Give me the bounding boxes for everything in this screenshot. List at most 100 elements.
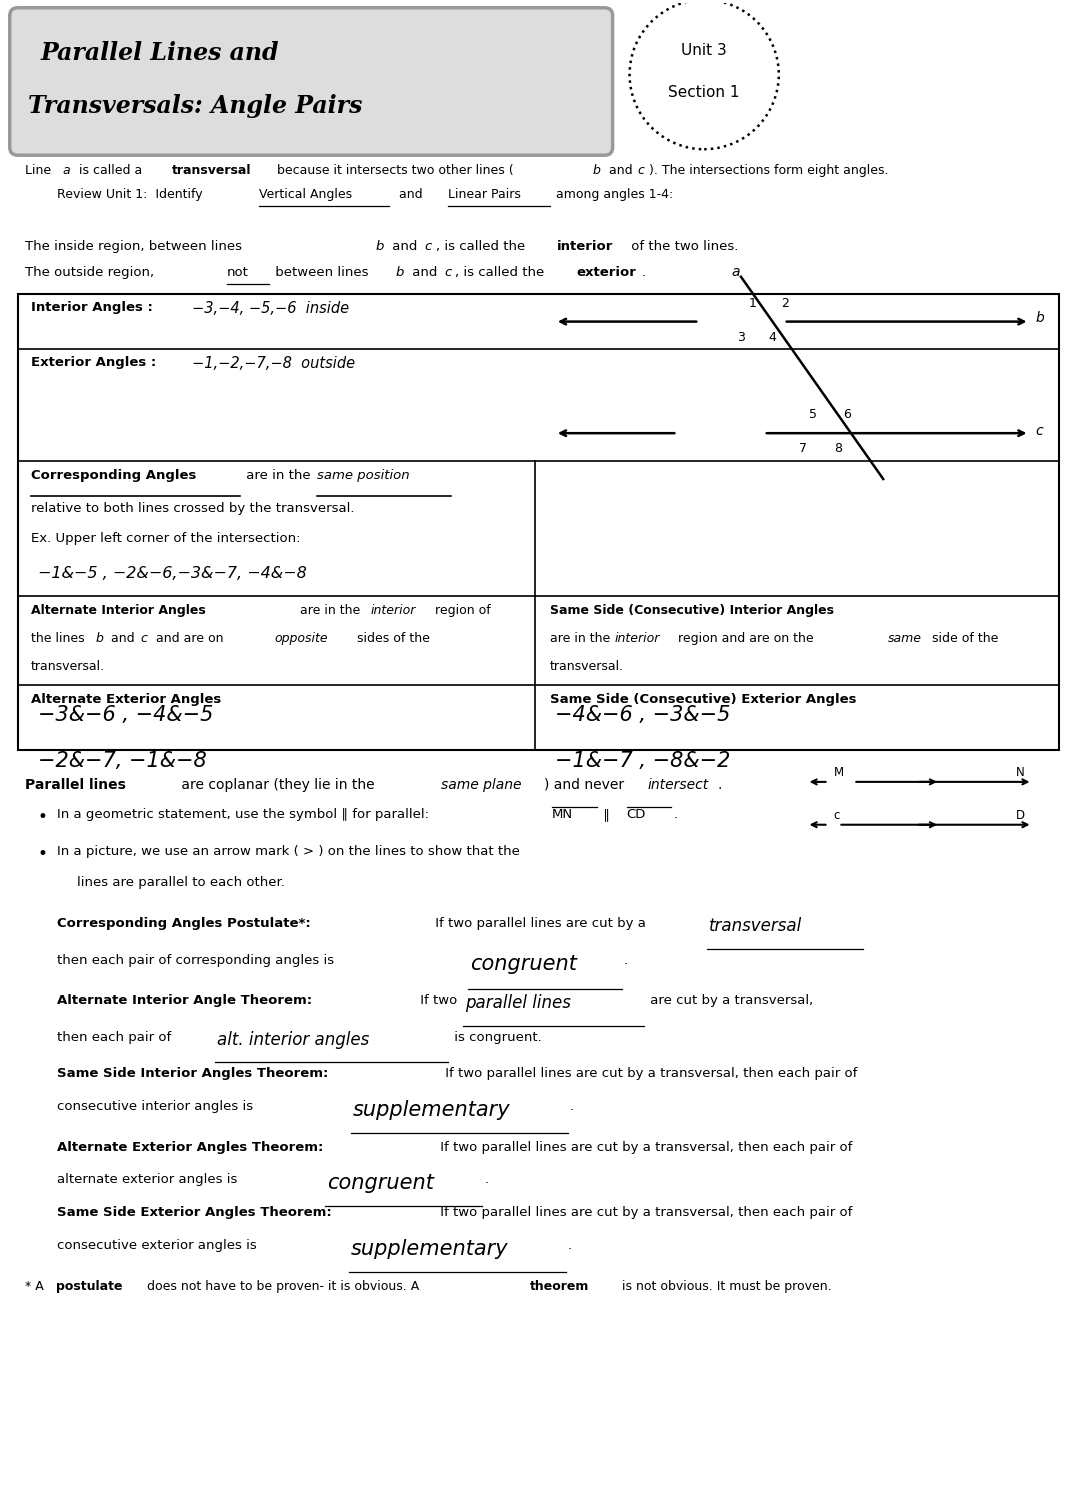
Text: 4: 4 [769,332,777,344]
Text: consecutive exterior angles is: consecutive exterior angles is [57,1239,261,1252]
Text: 6: 6 [843,408,851,420]
Text: * A: * A [25,1280,48,1293]
Text: relative to both lines crossed by the transversal.: relative to both lines crossed by the tr… [30,503,354,515]
Text: b: b [1036,310,1044,324]
Text: then each pair of corresponding angles is: then each pair of corresponding angles i… [57,954,339,968]
Text: opposite: opposite [274,633,328,645]
Text: not: not [227,266,248,279]
Text: is called a: is called a [76,164,147,177]
Text: Exterior Angles :: Exterior Angles : [30,357,161,369]
Text: Interior Angles :: Interior Angles : [30,300,157,313]
Text: interior: interior [615,633,660,645]
Text: are coplanar (they lie in the: are coplanar (they lie in the [177,778,379,792]
Text: Same Side Exterior Angles Theorem:: Same Side Exterior Angles Theorem: [57,1206,333,1219]
Text: 2: 2 [781,297,788,310]
Text: .: . [568,1239,572,1252]
Text: Transversals: Angle Pairs: Transversals: Angle Pairs [28,94,362,118]
Text: Alternate Exterior Angles: Alternate Exterior Angles [30,693,221,706]
Text: −3,−4, −5,−6  inside: −3,−4, −5,−6 inside [192,300,349,315]
Text: ). The intersections form eight angles.: ). The intersections form eight angles. [649,164,889,177]
Text: Same Side (Consecutive) Exterior Angles: Same Side (Consecutive) Exterior Angles [550,693,856,706]
Text: In a geometric statement, use the symbol ∥ for parallel:: In a geometric statement, use the symbol… [57,808,434,820]
Text: •: • [38,844,48,862]
Text: In a picture, we use an arrow mark ( > ) on the lines to show that the: In a picture, we use an arrow mark ( > )… [57,844,521,858]
Text: 5: 5 [809,408,816,420]
Text: c: c [445,266,451,279]
Text: are in the: are in the [296,603,365,616]
Text: −3&−6 , −4&−5: −3&−6 , −4&−5 [38,705,213,724]
Text: Alternate Exterior Angles Theorem:: Alternate Exterior Angles Theorem: [57,1140,324,1154]
Text: Corresponding Angles: Corresponding Angles [30,470,195,482]
Text: exterior: exterior [577,266,637,279]
Text: Same Side Interior Angles Theorem:: Same Side Interior Angles Theorem: [57,1066,329,1080]
Text: and: and [605,164,636,177]
Text: then each pair of: then each pair of [57,1030,176,1044]
Text: is not obvious. It must be proven.: is not obvious. It must be proven. [618,1280,832,1293]
Text: consecutive interior angles is: consecutive interior angles is [57,1100,258,1113]
Text: b: b [376,240,384,254]
Text: transversal.: transversal. [550,660,624,674]
Text: −1,−2,−7,−8  outside: −1,−2,−7,−8 outside [192,357,355,372]
Text: Alternate Interior Angle Theorem:: Alternate Interior Angle Theorem: [57,994,312,1006]
Text: sides of the: sides of the [353,633,430,645]
Text: supplementary: supplementary [351,1239,509,1258]
Text: Same Side (Consecutive) Interior Angles: Same Side (Consecutive) Interior Angles [550,603,834,616]
Text: interior: interior [370,603,416,616]
Text: and: and [107,633,139,645]
Text: 1: 1 [748,297,757,310]
Text: of the two lines.: of the two lines. [626,240,738,254]
Text: D: D [1015,810,1025,822]
Text: congruent: congruent [471,954,577,974]
Text: among angles 1-4:: among angles 1-4: [552,188,673,201]
Text: same position: same position [318,470,409,482]
Text: CD: CD [626,808,646,820]
Text: region and are on the: region and are on the [674,633,818,645]
Text: b: b [395,266,404,279]
Text: Section 1: Section 1 [669,86,740,100]
Text: c: c [834,810,840,822]
Text: region of: region of [431,603,490,616]
Text: •: • [38,808,48,826]
Text: .: . [484,1173,488,1186]
Text: N: N [1015,766,1024,780]
Text: If two: If two [416,994,461,1006]
Text: between lines: between lines [271,266,373,279]
Text: Vertical Angles: Vertical Angles [259,188,352,201]
Text: 8: 8 [835,441,842,454]
Text: supplementary: supplementary [353,1100,511,1119]
Text: −1&−7 , −8&−2: −1&−7 , −8&−2 [555,752,730,771]
Text: , is called the: , is called the [435,240,529,254]
Text: The outside region,: The outside region, [25,266,158,279]
Text: transversal: transversal [710,918,802,936]
Text: are in the: are in the [550,633,615,645]
Text: transversal.: transversal. [30,660,105,674]
Text: Review Unit 1:  Identify: Review Unit 1: Identify [57,188,207,201]
Text: −4&−6 , −3&−5: −4&−6 , −3&−5 [555,705,730,724]
Text: the lines: the lines [30,633,89,645]
Circle shape [630,0,779,148]
Text: same plane: same plane [441,778,521,792]
Text: .: . [642,266,646,279]
Text: Alternate Interior Angles: Alternate Interior Angles [30,603,205,616]
Text: and are on: and are on [152,633,228,645]
Text: c: c [1036,424,1043,438]
Text: are cut by a transversal,: are cut by a transversal, [647,994,813,1006]
Text: alternate exterior angles is: alternate exterior angles is [57,1173,242,1186]
Text: The inside region, between lines: The inside region, between lines [25,240,246,254]
Text: b: b [593,164,600,177]
Text: Ex. Upper left corner of the intersection:: Ex. Upper left corner of the intersectio… [30,532,300,544]
Text: M: M [834,766,843,780]
Text: c: c [140,633,147,645]
Text: −1&−5 , −2&−6,−3&−7, −4&−8: −1&−5 , −2&−6,−3&−7, −4&−8 [38,566,307,580]
Text: postulate: postulate [55,1280,122,1293]
Text: and: and [407,266,442,279]
Text: If two parallel lines are cut by a transversal, then each pair of: If two parallel lines are cut by a trans… [435,1206,852,1219]
Text: If two parallel lines are cut by a transversal, then each pair of: If two parallel lines are cut by a trans… [441,1066,856,1080]
Text: congruent: congruent [327,1173,434,1194]
Text: Unit 3: Unit 3 [681,44,727,58]
Text: same: same [888,633,922,645]
Text: and: and [388,240,421,254]
Text: c: c [424,240,432,254]
Text: side of the: side of the [928,633,998,645]
Text: 7: 7 [799,441,807,454]
